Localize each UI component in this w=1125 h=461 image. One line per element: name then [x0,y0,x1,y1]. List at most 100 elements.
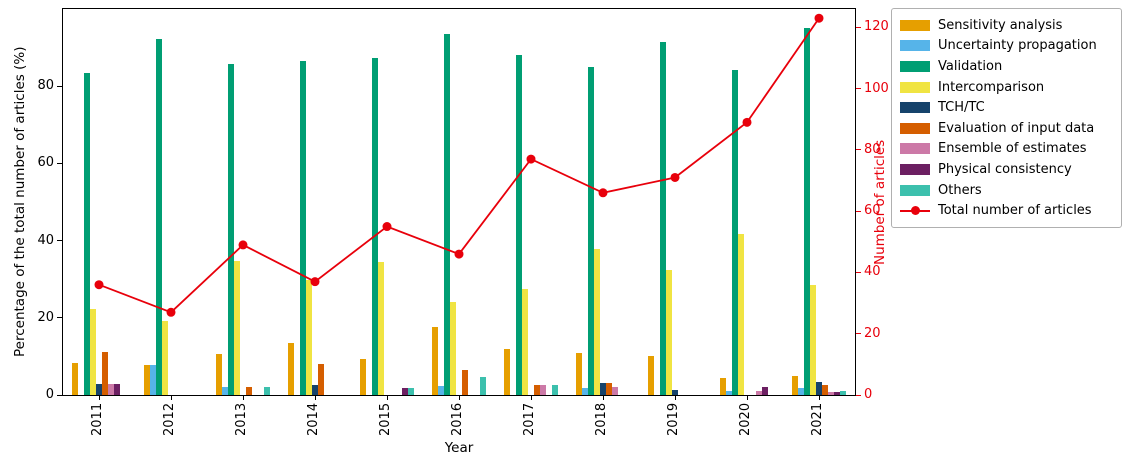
bar-evaluation-of-input-data-2017 [534,385,540,395]
bar-validation-2018 [588,67,594,395]
bar-evaluation-of-input-data-2016 [462,369,468,395]
y-tick-right [856,394,861,396]
y-tick-left [57,394,62,396]
legend-label: Sensitivity analysis [938,17,1063,33]
bar-sensitivity-analysis-2016 [432,327,438,395]
x-tick [818,396,820,400]
x-tick [242,396,244,400]
bar-uncertainty-propagation-2020 [726,390,732,395]
x-tick [170,396,172,400]
bar-sensitivity-analysis-2019 [648,356,654,395]
bar-others-2016 [480,377,486,395]
total-articles-marker [670,172,680,182]
bar-validation-2011 [84,73,90,395]
y-tick-right [856,333,861,335]
total-articles-marker [94,280,104,290]
bar-sensitivity-analysis-2013 [216,354,222,395]
bar-uncertainty-propagation-2016 [438,386,444,395]
x-tick-label: 2019 [666,402,681,436]
total-articles-line-layer [94,13,824,317]
legend-label: Others [938,182,982,198]
legend-line-marker-icon [910,206,920,216]
bar-tch-tc-2011 [96,384,102,395]
bar-intercomparison-2014 [306,280,312,395]
legend-item-physical-consistency: Physical consistency [900,159,1113,180]
y-tick-label-right: 80 [864,141,881,157]
y-tick-right [856,88,861,90]
legend-label: Validation [938,58,1003,74]
y-tick-label-right: 60 [864,203,881,219]
legend-label: Evaluation of input data [938,120,1095,136]
legend-swatch-tch-tc [900,102,930,114]
y-tick-label-right: 100 [864,80,889,96]
x-tick [602,396,604,400]
bar-sensitivity-analysis-2014 [288,342,294,395]
legend-item-tch-tc: TCH/TC [900,97,1113,118]
y-tick-label-left: 20 [37,309,54,325]
bar-validation-2019 [660,41,666,395]
legend-item-sensitivity-analysis: Sensitivity analysis [900,15,1113,36]
bar-uncertainty-propagation-2012 [150,365,156,395]
bar-evaluation-of-input-data-2011 [102,352,108,395]
y-tick-left [57,240,62,242]
y-tick-right [856,26,861,28]
y-tick-label-left: 80 [37,78,54,94]
y-tick-label-right: 40 [864,264,881,280]
total-articles-marker [814,13,824,23]
bar-uncertainty-propagation-2013 [222,387,228,395]
y-tick-label-left: 0 [45,387,54,402]
bar-intercomparison-2015 [378,261,384,395]
legend-swatch-others [900,184,930,196]
x-tick-label: 2018 [594,402,609,436]
total-articles-marker [238,240,248,250]
legend-swatch-physical-consistency [900,163,930,175]
bar-intercomparison-2012 [162,320,168,395]
x-tick-label: 2021 [810,402,825,436]
total-articles-marker [526,154,536,164]
total-articles-marker [454,249,464,259]
legend-swatch-intercomparison [900,81,930,93]
y-tick-left [57,85,62,87]
total-articles-marker [166,307,176,317]
bar-evaluation-of-input-data-2014 [318,363,324,395]
x-tick [458,396,460,400]
bar-sensitivity-analysis-2020 [720,377,726,395]
legend-label: TCH/TC [938,100,985,116]
bar-physical-consistency-2020 [762,386,768,395]
x-tick-label: 2020 [738,402,753,436]
legend-swatch-validation [900,60,930,72]
bar-others-2013 [264,387,270,395]
bar-ensemble-of-estimates-2011 [108,384,114,395]
bar-intercomparison-2016 [450,301,456,395]
legend-swatch-uncertainty-propagation [900,40,930,52]
legend-item-uncertainty-propagation: Uncertainty propagation [900,36,1113,57]
x-tick-label: 2012 [162,402,177,436]
y-tick-left [57,317,62,319]
bar-physical-consistency-2011 [114,384,120,395]
bar-sensitivity-analysis-2012 [144,365,150,395]
bar-sensitivity-analysis-2015 [360,359,366,395]
legend-item-validation: Validation [900,56,1113,77]
bar-intercomparison-2020 [738,234,744,395]
bar-sensitivity-analysis-2021 [792,375,798,395]
x-tick [530,396,532,400]
bar-intercomparison-2019 [666,269,672,395]
bar-sensitivity-analysis-2017 [504,349,510,395]
legend-label: Intercomparison [938,79,1045,95]
legend-swatch-evaluation-of-input-data [900,122,930,134]
bar-validation-2017 [516,54,522,395]
x-tick [98,396,100,400]
bar-uncertainty-propagation-2018 [582,388,588,395]
x-tick [386,396,388,400]
y-tick-label-left: 40 [37,232,54,248]
total-articles-marker [598,188,608,198]
bar-intercomparison-2021 [810,284,816,395]
x-tick-label: 2017 [522,402,537,436]
x-tick-label: 2011 [90,402,105,436]
bar-evaluation-of-input-data-2013 [246,387,252,395]
legend: Sensitivity analysis Uncertainty propagat… [891,8,1122,228]
y-tick-left [57,162,62,164]
bar-ensemble-of-estimates-2021 [828,391,834,395]
bar-tch-tc-2021 [816,382,822,395]
